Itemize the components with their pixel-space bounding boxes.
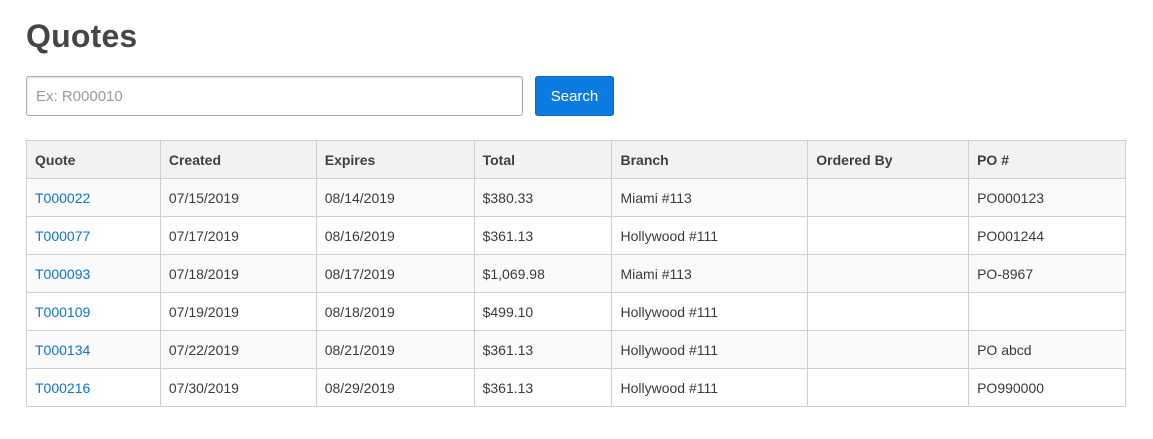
search-input[interactable] xyxy=(26,76,523,116)
expires-cell: 08/29/2019 xyxy=(315,368,475,407)
table-header-row: Quote Created Expires Total Branch Order… xyxy=(26,140,1126,179)
quote-link[interactable]: T000022 xyxy=(35,189,91,206)
quote-link[interactable]: T000077 xyxy=(35,227,91,244)
table-row: T000109 07/19/2019 08/18/2019 $499.10 Ho… xyxy=(26,292,1126,331)
table-row: T000022 07/15/2019 08/14/2019 $380.33 Mi… xyxy=(26,178,1126,217)
total-cell: $1,069.98 xyxy=(473,254,613,293)
table-row: T000134 07/22/2019 08/21/2019 $361.13 Ho… xyxy=(26,330,1126,369)
total-cell: $361.13 xyxy=(473,330,613,369)
quote-cell: T000216 xyxy=(26,368,161,407)
quote-cell: T000093 xyxy=(26,254,161,293)
total-cell: $361.13 xyxy=(473,368,613,407)
branch-cell: Hollywood #111 xyxy=(611,292,809,331)
quote-link[interactable]: T000134 xyxy=(35,341,91,358)
branch-cell: Hollywood #111 xyxy=(611,330,809,369)
created-cell: 07/19/2019 xyxy=(159,292,317,331)
quotes-table: Quote Created Expires Total Branch Order… xyxy=(26,140,1126,407)
table-row: T000077 07/17/2019 08/16/2019 $361.13 Ho… xyxy=(26,216,1126,255)
created-cell: 07/15/2019 xyxy=(159,178,317,217)
po-cell: PO001244 xyxy=(968,216,1126,255)
table-row: T000093 07/18/2019 08/17/2019 $1,069.98 … xyxy=(26,254,1126,293)
ordered-by-cell xyxy=(807,330,970,369)
quote-link[interactable]: T000093 xyxy=(35,265,91,282)
po-cell: PO abcd xyxy=(968,330,1126,369)
created-cell: 07/17/2019 xyxy=(159,216,317,255)
column-header-po: PO # xyxy=(968,140,1126,179)
quote-link[interactable]: T000109 xyxy=(35,303,91,320)
branch-cell: Hollywood #111 xyxy=(611,216,809,255)
quote-cell: T000134 xyxy=(26,330,161,369)
expires-cell: 08/21/2019 xyxy=(315,330,475,369)
expires-cell: 08/17/2019 xyxy=(315,254,475,293)
ordered-by-cell xyxy=(807,178,970,217)
branch-cell: Miami #113 xyxy=(611,178,809,217)
total-cell: $499.10 xyxy=(473,292,613,331)
expires-cell: 08/16/2019 xyxy=(315,216,475,255)
column-header-ordered-by: Ordered By xyxy=(807,140,970,179)
po-cell xyxy=(968,292,1126,331)
quote-link[interactable]: T000216 xyxy=(35,379,91,396)
created-cell: 07/30/2019 xyxy=(159,368,317,407)
created-cell: 07/22/2019 xyxy=(159,330,317,369)
expires-cell: 08/14/2019 xyxy=(315,178,475,217)
page-title: Quotes xyxy=(26,18,138,54)
total-cell: $380.33 xyxy=(473,178,613,217)
ordered-by-cell xyxy=(807,254,970,293)
quote-cell: T000022 xyxy=(26,178,161,217)
ordered-by-cell xyxy=(807,368,970,407)
column-header-quote: Quote xyxy=(26,140,161,179)
table-row: T000216 07/30/2019 08/29/2019 $361.13 Ho… xyxy=(26,368,1126,407)
ordered-by-cell xyxy=(807,292,970,331)
po-cell: PO000123 xyxy=(968,178,1126,217)
total-cell: $361.13 xyxy=(473,216,613,255)
po-cell: PO990000 xyxy=(968,368,1126,407)
column-header-total: Total xyxy=(473,140,613,179)
quote-cell: T000109 xyxy=(26,292,161,331)
search-bar: Search xyxy=(26,76,614,116)
branch-cell: Hollywood #111 xyxy=(611,368,809,407)
branch-cell: Miami #113 xyxy=(611,254,809,293)
ordered-by-cell xyxy=(807,216,970,255)
column-header-expires: Expires xyxy=(315,140,475,179)
expires-cell: 08/18/2019 xyxy=(315,292,475,331)
search-button[interactable]: Search xyxy=(535,76,614,116)
column-header-branch: Branch xyxy=(611,140,809,179)
quote-cell: T000077 xyxy=(26,216,161,255)
created-cell: 07/18/2019 xyxy=(159,254,317,293)
column-header-created: Created xyxy=(159,140,317,179)
po-cell: PO-8967 xyxy=(968,254,1126,293)
